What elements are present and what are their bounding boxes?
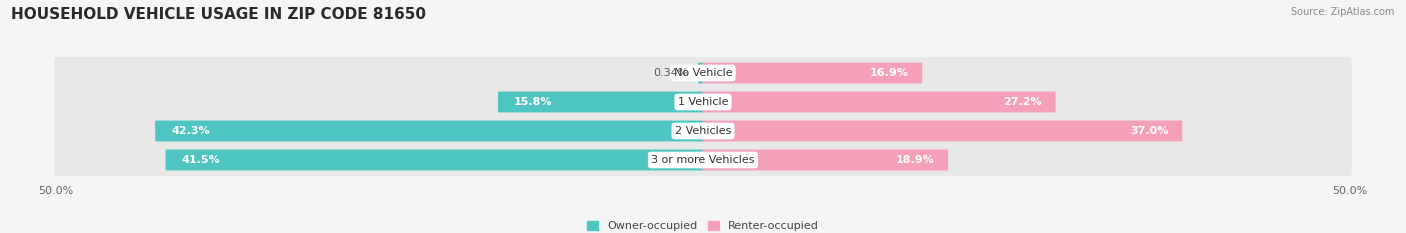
FancyBboxPatch shape: [55, 57, 1351, 89]
FancyBboxPatch shape: [703, 150, 948, 170]
Text: 27.2%: 27.2%: [1004, 97, 1042, 107]
Text: HOUSEHOLD VEHICLE USAGE IN ZIP CODE 81650: HOUSEHOLD VEHICLE USAGE IN ZIP CODE 8165…: [11, 7, 426, 22]
Legend: Owner-occupied, Renter-occupied: Owner-occupied, Renter-occupied: [586, 221, 820, 231]
FancyBboxPatch shape: [155, 120, 703, 141]
FancyBboxPatch shape: [703, 92, 1056, 113]
Text: 1 Vehicle: 1 Vehicle: [678, 97, 728, 107]
Text: 18.9%: 18.9%: [896, 155, 935, 165]
Text: 3 or more Vehicles: 3 or more Vehicles: [651, 155, 755, 165]
FancyBboxPatch shape: [703, 63, 922, 83]
Text: No Vehicle: No Vehicle: [673, 68, 733, 78]
FancyBboxPatch shape: [166, 150, 703, 170]
Text: Source: ZipAtlas.com: Source: ZipAtlas.com: [1291, 7, 1395, 17]
Text: 37.0%: 37.0%: [1130, 126, 1168, 136]
Text: 0.34%: 0.34%: [652, 68, 689, 78]
Text: 41.5%: 41.5%: [181, 155, 221, 165]
Text: 2 Vehicles: 2 Vehicles: [675, 126, 731, 136]
FancyBboxPatch shape: [55, 86, 1351, 118]
Text: 15.8%: 15.8%: [515, 97, 553, 107]
Text: 16.9%: 16.9%: [870, 68, 908, 78]
FancyBboxPatch shape: [55, 115, 1351, 147]
FancyBboxPatch shape: [55, 144, 1351, 176]
FancyBboxPatch shape: [498, 92, 703, 113]
FancyBboxPatch shape: [703, 120, 1182, 141]
FancyBboxPatch shape: [697, 63, 703, 83]
Text: 42.3%: 42.3%: [172, 126, 209, 136]
